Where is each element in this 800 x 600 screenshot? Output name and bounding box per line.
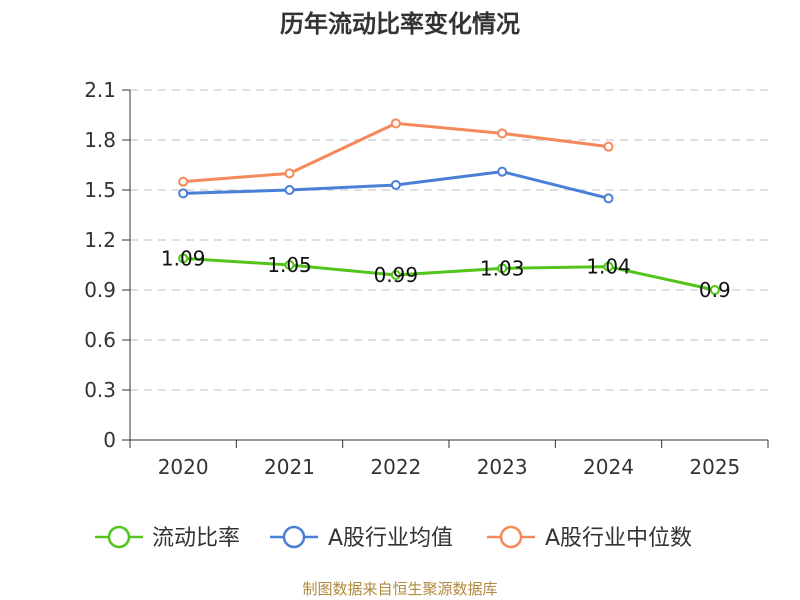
- x-tick-label: 2024: [583, 455, 634, 479]
- y-tick-label: 2.1: [84, 78, 116, 102]
- legend[interactable]: 流动比率 A股行业均值 A股行业中位数: [95, 525, 692, 551]
- data-labels: 1.09 1.05 0.99 1.03 1.04 0.9: [161, 246, 731, 302]
- data-point: [178, 188, 189, 199]
- data-point: [497, 263, 508, 274]
- axes: 0 0.3 0.6 0.9 1.2 1.5 1.8 2.1 2020 2021 2022 2023 20…: [84, 78, 769, 479]
- legend-item[interactable]: A股行业均值: [270, 525, 453, 551]
- data-label: 1.04: [586, 255, 631, 279]
- series-line-0: [183, 256, 716, 292]
- data-label: 1.09: [161, 246, 206, 270]
- x-tick-label: 2023: [477, 455, 528, 479]
- y-tick-label: 0.6: [84, 328, 116, 352]
- series-lines: [178, 118, 720, 295]
- x-tick-label: 2025: [689, 455, 740, 479]
- legend-label: A股行业均值: [328, 526, 453, 551]
- source-note: 制图数据来自恒生聚源数据库: [302, 580, 497, 598]
- y-tick-label: 0.9: [84, 278, 116, 302]
- y-tick-label: 0.3: [84, 378, 116, 402]
- y-tick-label: 0: [103, 428, 116, 452]
- data-label: 1.05: [267, 253, 312, 277]
- data-point: [390, 118, 401, 129]
- data-point: [284, 185, 295, 195]
- data-label: 0.9: [699, 278, 731, 302]
- x-tick-label: 2021: [264, 455, 315, 479]
- legend-item[interactable]: A股行业中位数: [487, 525, 692, 551]
- chart-title: 历年流动比率变化情况: [280, 10, 520, 38]
- data-point: [178, 253, 189, 264]
- grid-lines: [130, 89, 768, 391]
- data-point: [603, 193, 614, 204]
- data-point: [497, 166, 508, 177]
- legend-item[interactable]: 流动比率: [95, 525, 240, 551]
- data-point: [284, 168, 295, 179]
- data-point: [390, 270, 401, 280]
- x-tick-label: 2020: [158, 455, 209, 479]
- legend-label: A股行业中位数: [545, 526, 692, 551]
- series-line-2: [183, 121, 609, 184]
- legend-marker: [499, 525, 523, 549]
- x-tick-label: 2022: [370, 455, 421, 479]
- data-point: [709, 285, 720, 295]
- legend-label: 流动比率: [152, 526, 240, 551]
- data-point: [284, 260, 295, 270]
- y-tick-label: 1.8: [84, 128, 116, 152]
- data-point: [603, 261, 614, 272]
- data-label: 0.99: [374, 263, 419, 287]
- y-tick-label: 1.5: [84, 178, 116, 202]
- data-point: [603, 141, 614, 152]
- legend-marker: [107, 525, 131, 549]
- data-point: [497, 128, 508, 139]
- data-label: 1.03: [480, 256, 525, 280]
- data-point: [178, 176, 189, 187]
- legend-marker: [282, 525, 306, 549]
- data-point: [390, 180, 401, 190]
- y-tick-label: 1.2: [84, 228, 116, 252]
